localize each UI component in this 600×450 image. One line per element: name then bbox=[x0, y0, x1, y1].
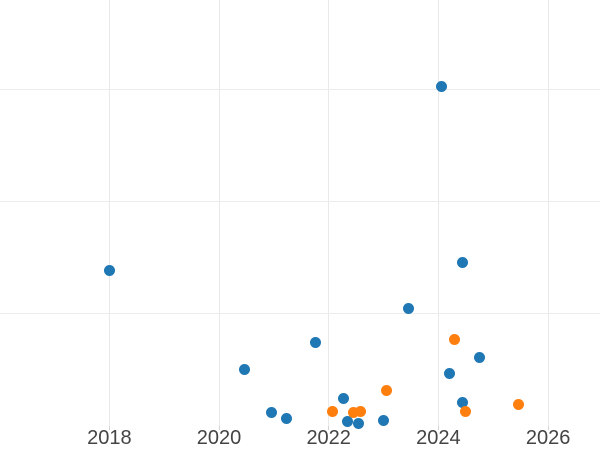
data-point-series-2-orange[interactable] bbox=[448, 333, 460, 345]
x-gridline bbox=[547, 0, 549, 426]
data-point-series-2-orange[interactable] bbox=[380, 384, 392, 396]
data-point-series-1-blue[interactable] bbox=[310, 336, 322, 348]
data-point-series-1-blue[interactable] bbox=[436, 80, 448, 92]
data-point-series-1-blue[interactable] bbox=[238, 363, 250, 375]
x-tick-mark bbox=[108, 425, 110, 430]
x-tick-mark bbox=[218, 425, 220, 430]
data-point-series-1-blue[interactable] bbox=[352, 418, 364, 429]
x-tick-mark bbox=[328, 425, 330, 430]
data-point-series-1-blue[interactable] bbox=[403, 302, 415, 314]
x-gridline bbox=[437, 0, 439, 426]
x-tick-mark bbox=[547, 425, 549, 430]
x-tick-mark bbox=[437, 425, 439, 430]
data-point-series-1-blue[interactable] bbox=[337, 393, 349, 405]
y-gridline bbox=[0, 312, 600, 314]
data-point-series-2-orange[interactable] bbox=[355, 405, 367, 417]
data-point-series-2-orange[interactable] bbox=[460, 406, 472, 418]
data-point-series-1-blue[interactable] bbox=[104, 264, 116, 276]
x-tick-label: 2026 bbox=[525, 427, 571, 449]
data-point-series-1-blue[interactable] bbox=[281, 413, 293, 425]
x-gridline bbox=[218, 0, 220, 426]
y-gridline bbox=[0, 200, 600, 202]
x-tick-label: 2022 bbox=[306, 427, 351, 449]
data-point-series-1-blue[interactable] bbox=[443, 367, 455, 379]
data-point-series-2-orange[interactable] bbox=[348, 407, 360, 419]
x-tick-label: 2018 bbox=[87, 427, 132, 449]
data-point-series-1-blue[interactable] bbox=[377, 415, 389, 426]
data-point-series-1-blue[interactable] bbox=[341, 416, 353, 428]
data-point-series-2-orange[interactable] bbox=[513, 399, 525, 411]
data-point-series-1-blue[interactable] bbox=[266, 406, 278, 418]
y-gridline bbox=[0, 88, 600, 90]
x-gridline bbox=[328, 0, 330, 426]
data-point-series-1-blue[interactable] bbox=[457, 396, 469, 408]
data-point-series-1-blue[interactable] bbox=[473, 351, 485, 363]
x-gridline bbox=[108, 0, 110, 426]
x-tick-label: 2020 bbox=[196, 427, 242, 449]
data-point-series-2-orange[interactable] bbox=[326, 405, 338, 417]
data-point-series-1-blue[interactable] bbox=[456, 257, 468, 269]
x-tick-label: 2024 bbox=[416, 427, 461, 449]
